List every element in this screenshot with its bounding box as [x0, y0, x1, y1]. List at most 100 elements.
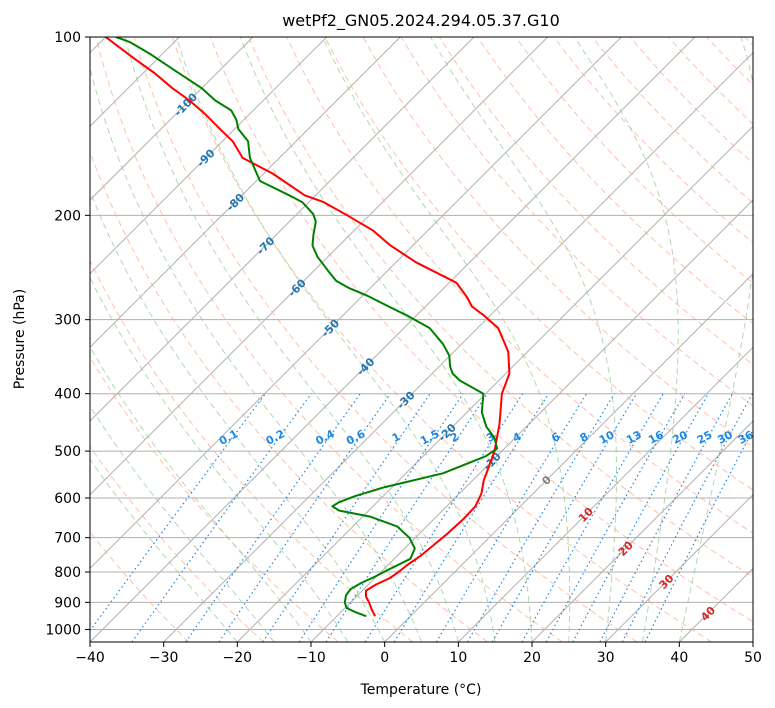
- dry-adiabat-line: [248, 37, 753, 578]
- warm-isotherm-label: 30: [657, 572, 677, 592]
- mixing-ratio-line: [521, 393, 664, 642]
- moist-adiabat-line: [124, 37, 459, 642]
- mixing-ratio-label: 30: [715, 428, 735, 447]
- mixing-ratio-label: 25: [695, 428, 715, 447]
- x-tick-label: 40: [670, 650, 688, 666]
- moist-adiabat-line: [574, 37, 679, 642]
- x-axis: −40 −30 −20 −10 0 10 20 30 40 50: [75, 642, 762, 666]
- dry-adiabat-line: [362, 37, 753, 449]
- mixing-ratio-label: 10: [597, 428, 617, 447]
- mixing-ratio-line: [131, 393, 312, 642]
- mixing-ratio-line: [218, 393, 391, 642]
- dry-adiabat-line: [95, 37, 563, 642]
- mixing-ratio-label: 0.4: [313, 427, 337, 448]
- x-tick-label: −20: [223, 650, 253, 666]
- y-tick-label: 700: [54, 531, 81, 547]
- dry-adiabat-line: [90, 259, 414, 642]
- y-tick-label: 1000: [45, 622, 81, 638]
- isotherm-line: [90, 37, 549, 496]
- mixing-ratio-line: [599, 393, 733, 642]
- mixing-ratio-line: [262, 393, 431, 642]
- mixing-ratio-label: 0.1: [217, 427, 240, 448]
- isotherm-label: -70: [254, 234, 277, 257]
- x-tick-label: 10: [449, 650, 467, 666]
- moist-adiabat-line: [90, 65, 422, 642]
- dry-adiabat-line: [668, 37, 753, 125]
- moist-adiabat-line: [90, 189, 386, 642]
- y-tick-label: 100: [54, 30, 81, 46]
- dewpoint-line: [115, 37, 499, 618]
- isotherm-line: [90, 37, 401, 349]
- dry-adiabat-line: [629, 37, 753, 165]
- moist-adiabat-line: [90, 458, 238, 642]
- dry-adiabat-line: [133, 37, 638, 642]
- moist-adiabat-line: [90, 276, 349, 642]
- x-tick-label: −30: [149, 650, 179, 666]
- dry-adiabat-line: [90, 531, 190, 642]
- mixing-ratio-line: [298, 393, 464, 642]
- isotherm-line: [384, 272, 753, 642]
- mixing-ratio-line: [393, 393, 550, 642]
- x-tick-label: 50: [744, 650, 762, 666]
- plot-frame: [89, 36, 754, 643]
- isotherm-line: [531, 420, 753, 642]
- mixing-ratio-label: 16: [646, 428, 666, 447]
- dry-adiabat-line: [90, 150, 488, 642]
- x-tick-label: −10: [296, 650, 326, 666]
- mixing-ratio-line: [491, 393, 638, 642]
- y-tick-label: 200: [54, 208, 81, 224]
- mixing-ratio-label: 13: [624, 428, 644, 447]
- dry-adiabat-line: [591, 37, 753, 204]
- isotherm-line: [678, 567, 753, 642]
- y-tick-label: 900: [54, 595, 81, 611]
- moist-adiabat-line: [175, 37, 496, 642]
- y-axis: 100 200 300 400 500 600 700 800 900 1000: [45, 30, 90, 638]
- dry-adiabat-line: [90, 445, 264, 642]
- y-tick-label: 300: [54, 313, 81, 329]
- dry-adiabat-line: [90, 356, 339, 642]
- chart-title: wetPf2_GN05.2024.294.05.37.G10: [282, 11, 560, 31]
- dry-adiabat-line: [515, 37, 753, 284]
- warm-isotherm-label: 40: [698, 604, 718, 624]
- isotherm-label: -80: [224, 191, 247, 214]
- isotherm-line: [605, 493, 753, 642]
- mixing-ratio-line: [466, 393, 615, 642]
- isotherm-line: [90, 37, 254, 201]
- y-tick-label: 500: [54, 444, 81, 460]
- dry-adiabat-line: [210, 37, 753, 623]
- mixing-ratio-label: 36: [736, 428, 756, 447]
- mixing-ratio-label: 4: [511, 430, 524, 445]
- moist-adiabat-line: [239, 37, 533, 642]
- isotherm-line: [90, 37, 696, 642]
- dry-adiabat-line: [438, 37, 753, 366]
- isotherm-line: [236, 125, 753, 642]
- moist-adiabat-line: [322, 37, 571, 642]
- x-tick-label: −40: [75, 650, 105, 666]
- temperature-line: [105, 37, 511, 617]
- mixing-ratio-line: [185, 393, 361, 642]
- x-axis-label: Temperature (°C): [360, 682, 482, 698]
- isotherm-line: [163, 51, 753, 642]
- y-axis-label: Pressure (hPa): [12, 289, 28, 389]
- isotherm-line: [752, 641, 753, 642]
- x-tick-label: 20: [523, 650, 541, 666]
- y-tick-label: 800: [54, 565, 81, 581]
- dry-adiabat-line: [744, 37, 753, 47]
- dry-adiabat-line: [400, 37, 753, 407]
- dry-adiabat-line: [477, 37, 753, 325]
- mixing-ratio-line: [435, 393, 588, 642]
- moist-adiabat-line: [90, 405, 275, 642]
- isotherm-line: [90, 37, 475, 422]
- x-tick-label: 0: [380, 650, 389, 666]
- mixing-ratio-line: [644, 428, 753, 642]
- mixing-ratio-line: [90, 393, 266, 632]
- isotherm-line: [90, 37, 622, 570]
- mixing-ratio-label: 20: [670, 428, 690, 447]
- mixing-ratio-label: 1: [390, 430, 403, 445]
- mixing-ratio-line: [325, 393, 488, 642]
- dry-adiabat-line: [553, 37, 753, 244]
- isotherm-line: [457, 346, 753, 642]
- mixing-ratio-line: [572, 393, 709, 642]
- y-tick-label: 400: [54, 387, 81, 403]
